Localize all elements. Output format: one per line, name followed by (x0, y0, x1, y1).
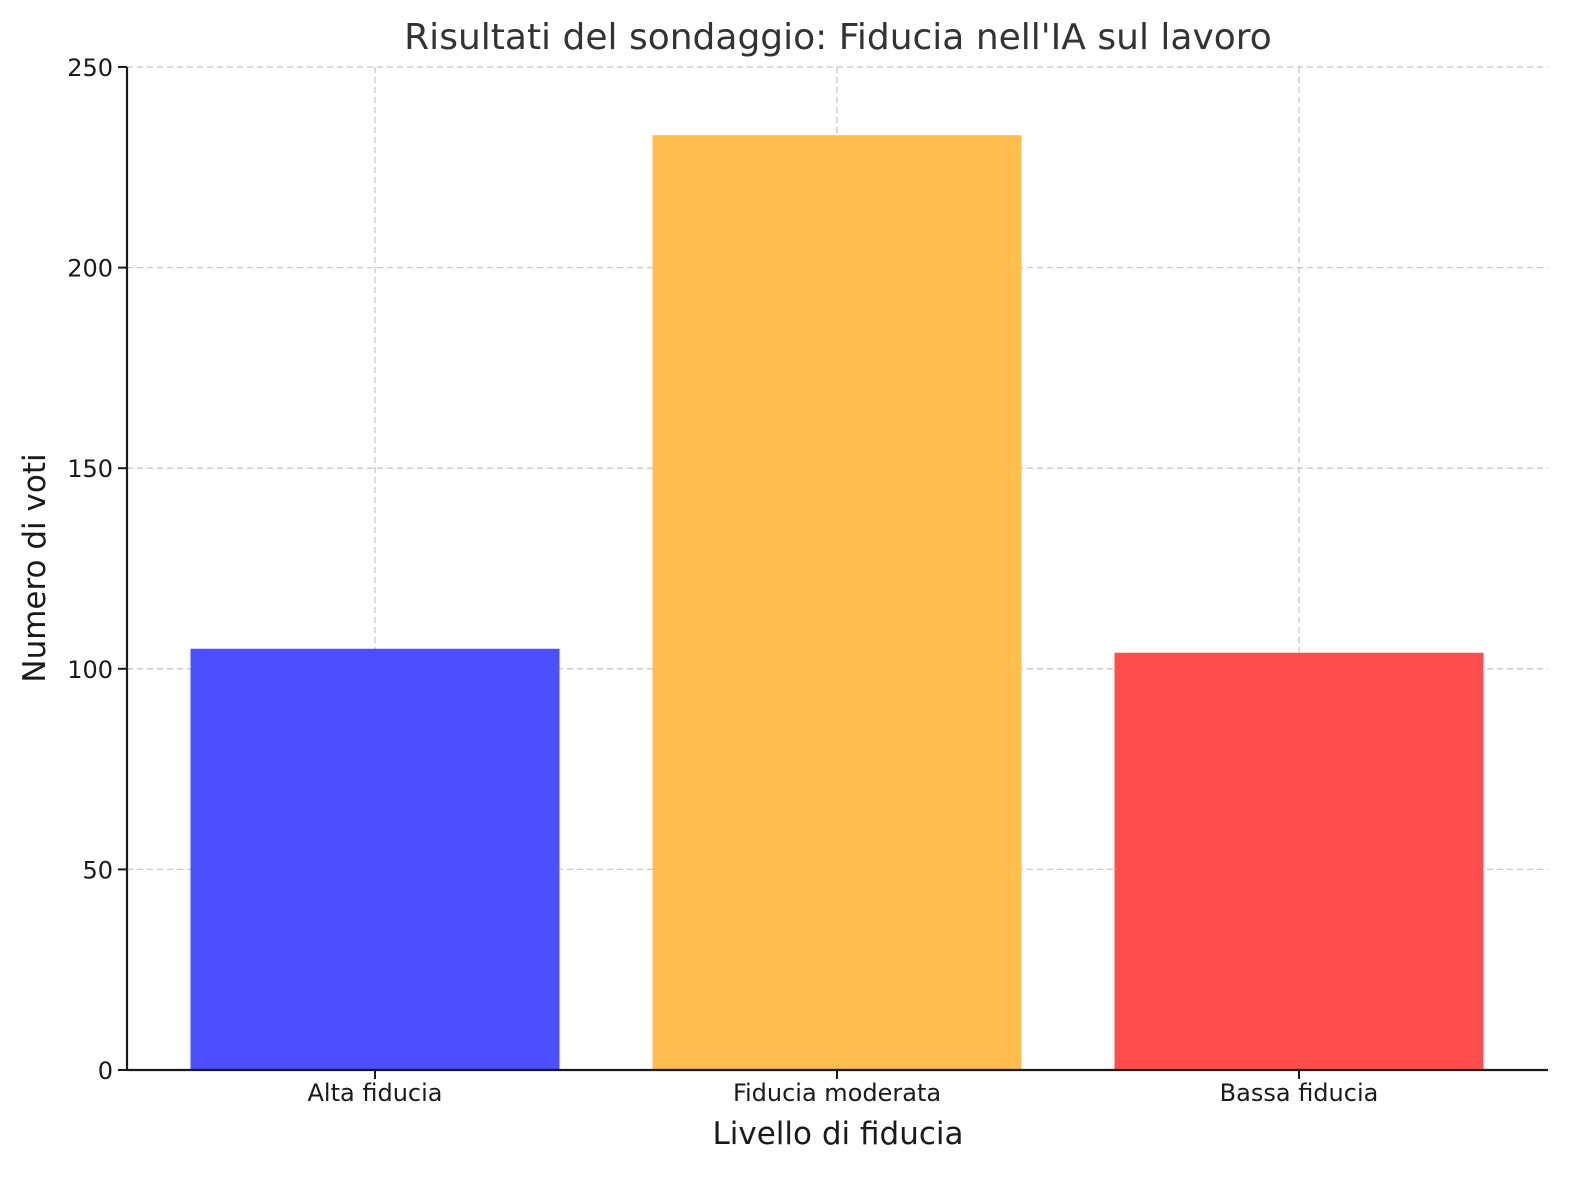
y-tick-label: 150 (67, 455, 113, 483)
x-tick-label: Alta fiducia (308, 1079, 443, 1107)
x-tick-label: Bassa fiducia (1220, 1079, 1379, 1107)
bars (190, 135, 1484, 1071)
chart-title: Risultati del sondaggio: Fiducia nell'IA… (404, 17, 1272, 58)
bar-fiducia-moderata (652, 135, 1022, 1071)
y-tick-label: 100 (67, 656, 113, 684)
x-axis-label: Livello di fiducia (713, 1116, 964, 1152)
tick-labels: 0 50 100 150 200 250 Alta fiducia Fiducia moder… (67, 54, 1378, 1107)
y-tick-label: 250 (67, 54, 113, 82)
y-tick-label: 50 (82, 856, 113, 884)
axes (118, 66, 1548, 1079)
bar-bassa-fiducia (1114, 652, 1484, 1070)
x-tick-label: Fiducia moderata (733, 1079, 941, 1107)
y-tick-label: 200 (67, 255, 113, 283)
bar-alta-fiducia (190, 648, 560, 1070)
y-axis-label: Numero di voti (17, 453, 53, 682)
y-tick-label: 0 (98, 1057, 113, 1085)
